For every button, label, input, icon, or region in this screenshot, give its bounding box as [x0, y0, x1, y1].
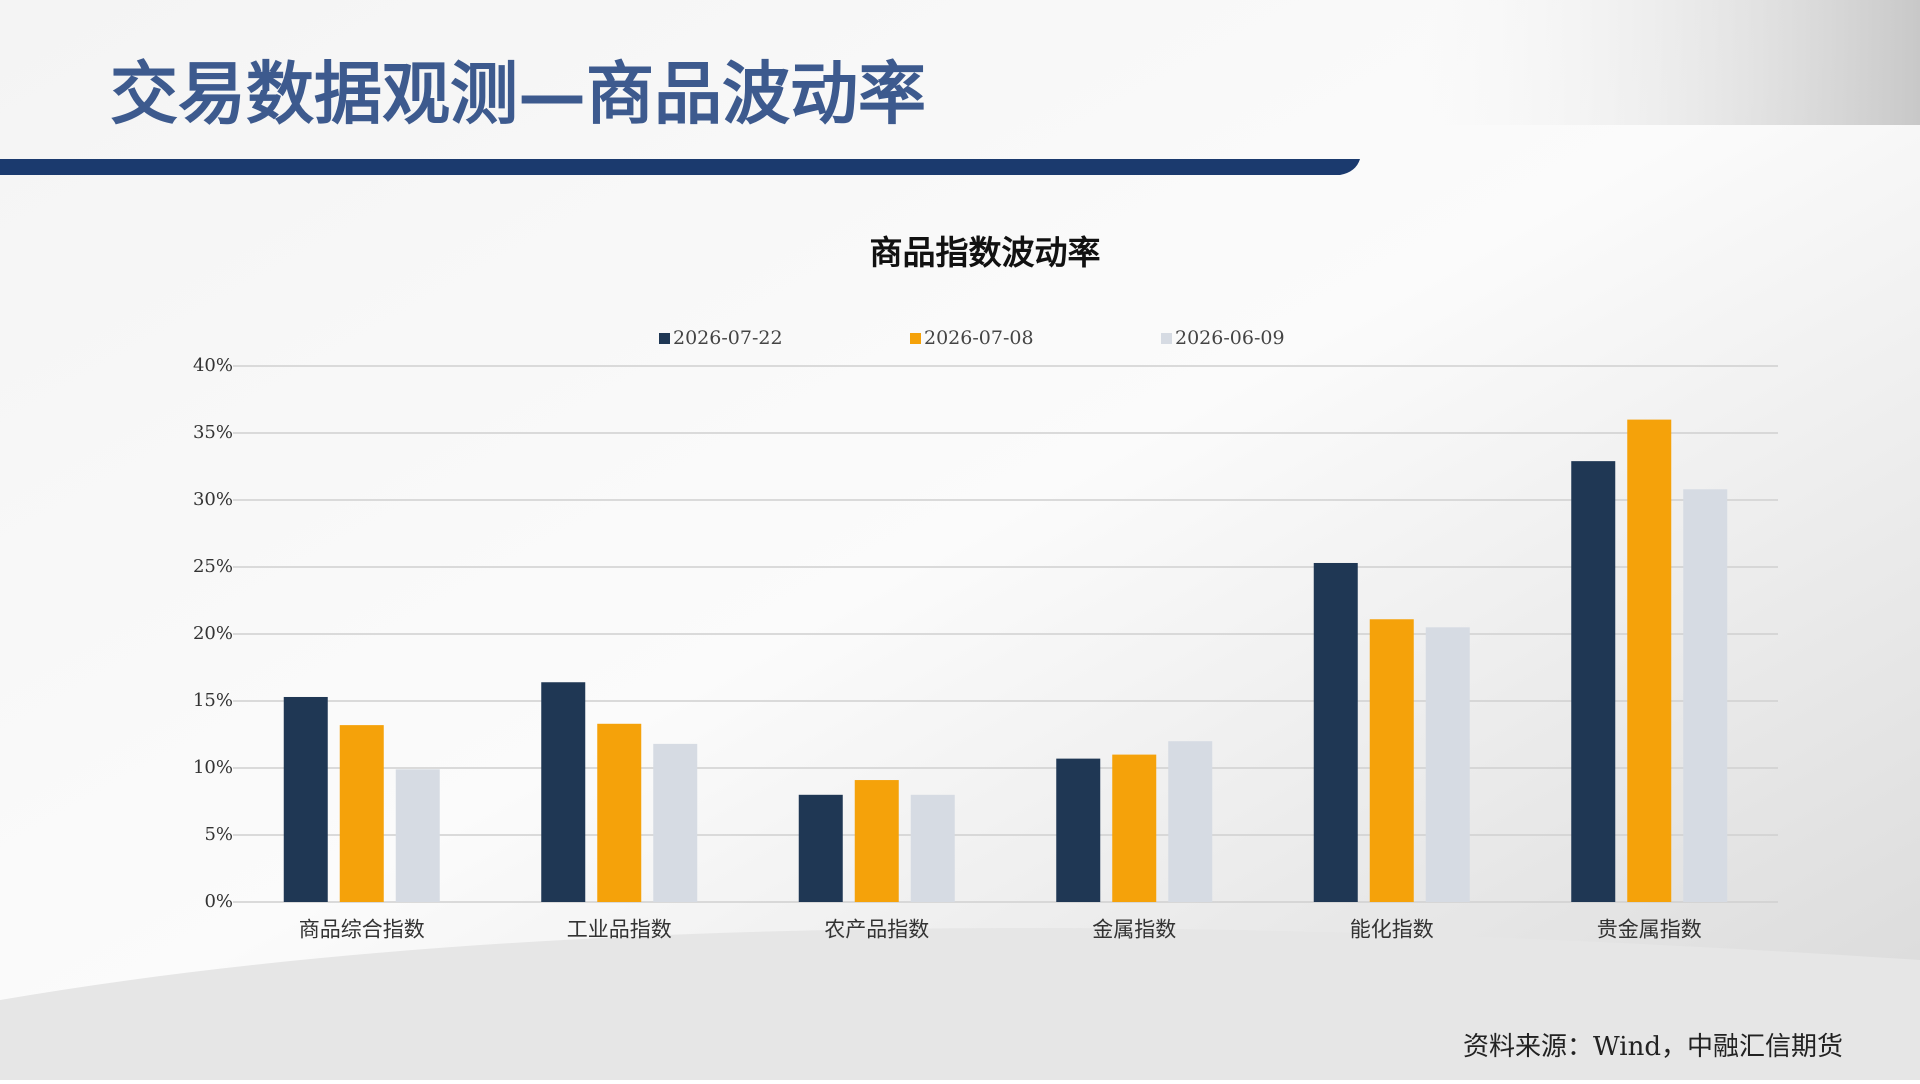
bar: [541, 682, 586, 902]
floor-wave: [0, 928, 1920, 1080]
x-tick-label: 农产品指数: [824, 918, 929, 942]
x-tick-label: 贵金属指数: [1597, 918, 1702, 942]
chart-title: 商品指数波动率: [870, 233, 1101, 272]
bar: [283, 696, 328, 902]
bar: [1425, 627, 1470, 902]
bar: [1112, 754, 1157, 902]
bar: [395, 769, 440, 902]
bar: [854, 780, 899, 902]
x-tick-label: 工业品指数: [567, 918, 672, 942]
x-tick-label: 商品综合指数: [299, 918, 425, 942]
bar: [910, 794, 955, 902]
y-tick-label: 15%: [193, 690, 233, 711]
header-shade: [1360, 0, 1920, 125]
y-tick-label: 20%: [193, 623, 233, 644]
header-bar: [0, 159, 1360, 175]
bar: [653, 743, 698, 902]
bar: [1313, 562, 1358, 902]
bar: [1056, 758, 1101, 902]
y-tick-label: 0%: [204, 891, 233, 912]
bar: [1571, 461, 1616, 902]
y-tick-label: 40%: [193, 355, 233, 376]
legend-swatch: [910, 333, 921, 344]
x-tick-label: 能化指数: [1350, 918, 1434, 942]
bar: [1627, 419, 1672, 902]
bar: [798, 794, 843, 902]
bar: [1369, 619, 1414, 902]
legend-label: 2026-06-09: [1175, 327, 1285, 349]
legend-swatch: [1161, 333, 1172, 344]
bar: [1168, 741, 1213, 902]
page-title: 交易数据观测—商品波动率: [110, 55, 926, 135]
legend-swatch: [659, 333, 670, 344]
y-tick-label: 25%: [193, 556, 233, 577]
bar: [1683, 489, 1728, 902]
chart: 0% 5% 10% 15% 20% 25% 30% 35% 40% 2026-07-22 2026-…: [193, 327, 1778, 942]
y-tick-label: 30%: [193, 489, 233, 510]
legend-label: 2026-07-08: [924, 327, 1034, 349]
y-tick-label: 35%: [193, 422, 233, 443]
x-tick-label: 金属指数: [1092, 918, 1176, 942]
y-tick-label: 10%: [193, 757, 233, 778]
legend-label: 2026-07-22: [673, 327, 783, 349]
bar: [597, 723, 642, 902]
y-tick-label: 5%: [204, 824, 233, 845]
bar: [339, 725, 384, 902]
source-note: 资料来源：Wind，中融汇信期货: [1463, 1032, 1843, 1062]
